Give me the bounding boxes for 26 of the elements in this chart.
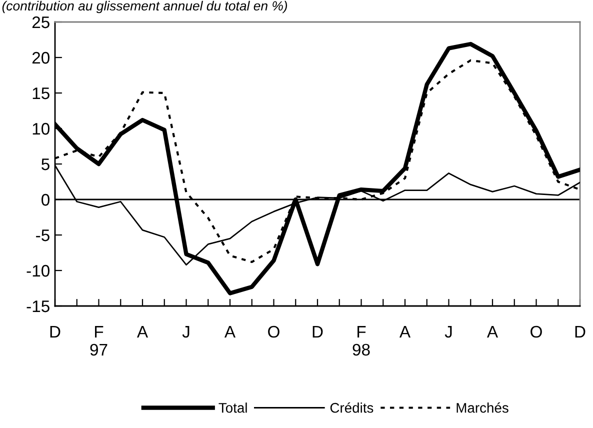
x-tick-label: D (575, 326, 586, 338)
y-tick-label: 25 (32, 16, 50, 28)
x-tick-label: O (268, 326, 280, 338)
y-tick-label: 20 (32, 52, 50, 64)
y-tick-label: 0 (42, 194, 50, 206)
x-tick-label: D (312, 326, 323, 338)
y-tick-label: 5 (42, 158, 50, 170)
x-tick-label: F 98 (352, 326, 370, 356)
y-tick-label: 10 (32, 122, 50, 135)
y-tick-label: 15 (32, 88, 50, 100)
y-tick-label: -5 (36, 230, 50, 242)
x-tick-label: J (182, 326, 190, 338)
chart-title: (contribution au glissement annuel du total en %) (2, 0, 288, 14)
legend-label: Marchés (456, 402, 508, 413)
x-tick-label: A (486, 326, 498, 338)
x-tick-label: O (530, 326, 542, 338)
x-tick-label: D (50, 326, 60, 338)
x-tick-label: A (136, 326, 148, 338)
legend-label: Crédits (330, 402, 374, 413)
y-tick-label: -15 (26, 300, 50, 312)
legend-label: Total (218, 402, 247, 413)
x-tick-label: J (444, 326, 452, 338)
y-tick-label: -10 (26, 264, 50, 277)
x-tick-label: A (224, 326, 236, 338)
x-tick-label: F 97 (90, 326, 108, 356)
x-tick-label: A (399, 326, 411, 338)
